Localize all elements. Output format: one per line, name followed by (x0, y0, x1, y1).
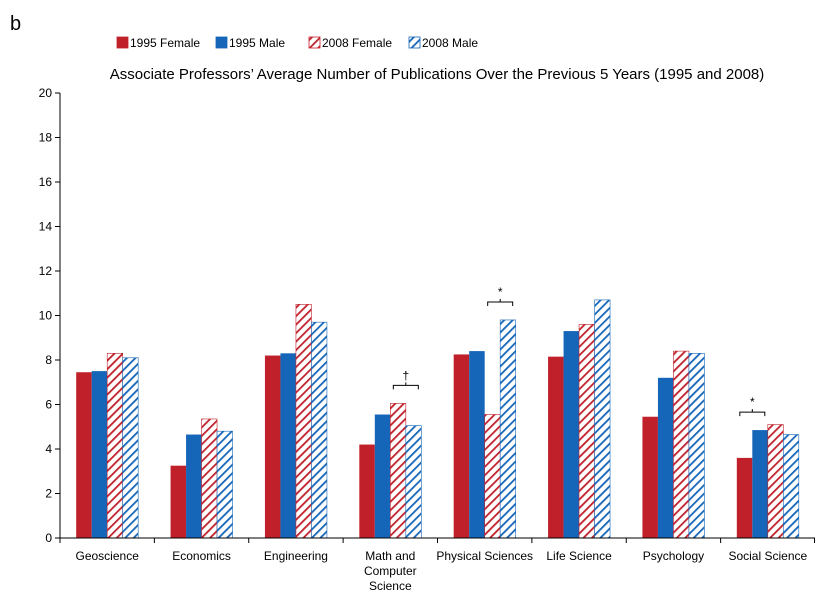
y-tick-label: 18 (39, 131, 53, 145)
significance-bracket (739, 411, 766, 417)
bar (91, 371, 108, 538)
bar (186, 434, 202, 538)
bar (216, 430, 233, 539)
y-axis: 0 2 4 6 8 10 12 14 16 18 20 (39, 86, 61, 545)
y-tick-label: 4 (45, 442, 52, 456)
x-category-label: Psychology (643, 549, 704, 563)
bar (359, 444, 375, 538)
legend-label: 1995 Female (130, 36, 200, 50)
bar (170, 465, 187, 538)
bar (657, 377, 674, 538)
bar (548, 356, 564, 538)
bar (201, 418, 218, 539)
bar (264, 355, 281, 538)
bar (767, 424, 784, 539)
bar (594, 299, 611, 539)
legend-swatch (215, 36, 228, 49)
chart-title: Associate Professors’ Average Number of … (110, 66, 765, 83)
y-tick-label: 2 (45, 487, 52, 501)
bar (484, 414, 501, 539)
x-axis: Geoscience Economics Engineering Math and Co… (59, 537, 815, 593)
bar (736, 457, 753, 538)
bar (752, 430, 768, 538)
bar (390, 403, 407, 539)
significance-marker: † (402, 368, 409, 382)
significance-marker: * (498, 285, 503, 299)
bar (311, 321, 328, 539)
bar (578, 324, 595, 539)
legend-swatch (116, 36, 129, 49)
x-category-label: Life Science (546, 549, 612, 563)
bar (122, 357, 139, 539)
y-tick-label: 6 (45, 398, 52, 412)
y-tick-label: 16 (39, 175, 53, 189)
significance-annotations: † * * (392, 285, 766, 417)
x-category-label: Math and Computer Science (364, 549, 417, 593)
legend: 1995 Female 1995 Male 2008 Female 2008 Male (116, 36, 478, 50)
legend-label: 2008 Male (422, 36, 478, 50)
significance-bracket (487, 301, 514, 306)
bar (469, 351, 485, 538)
legend-label: 2008 Female (322, 36, 392, 50)
bars (76, 299, 800, 539)
significance-bracket (392, 384, 419, 390)
y-tick-label: 8 (45, 353, 52, 367)
y-tick-label: 0 (45, 531, 52, 545)
bar (563, 331, 580, 538)
bar (405, 425, 422, 539)
bar (76, 372, 92, 538)
bar (453, 354, 470, 538)
x-category-label: Physical Sciences (436, 549, 533, 563)
legend-swatch (308, 36, 321, 49)
panel-label: b (10, 13, 21, 35)
x-category-label: Engineering (264, 549, 328, 563)
bar (280, 353, 296, 538)
x-category-label: Economics (172, 549, 231, 563)
y-tick-label: 12 (39, 264, 53, 278)
x-category-label: Geoscience (76, 549, 140, 563)
y-tick-label: 10 (39, 309, 53, 323)
bar (783, 434, 800, 539)
legend-label: 1995 Male (229, 36, 285, 50)
y-tick-label: 14 (39, 220, 53, 234)
x-category-label: Social Science (728, 549, 807, 563)
legend-swatch (408, 36, 421, 49)
bar (106, 353, 123, 539)
bar (374, 414, 391, 538)
bar (642, 416, 658, 538)
significance-marker: * (750, 395, 755, 409)
bar (688, 353, 705, 539)
bar (673, 350, 690, 539)
bar (499, 319, 516, 539)
bar (295, 304, 312, 539)
y-tick-label: 20 (39, 86, 53, 100)
